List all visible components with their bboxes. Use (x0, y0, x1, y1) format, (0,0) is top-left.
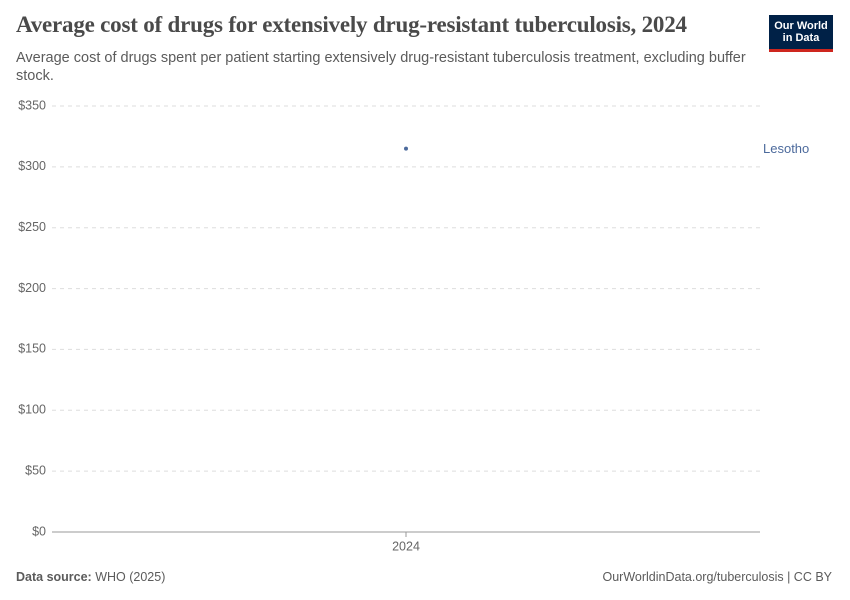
logo[interactable]: Our World in Data (769, 15, 833, 52)
source-label: Data source: (16, 570, 92, 584)
series-label: Lesotho (763, 141, 809, 156)
y-tick-label: $250 (18, 220, 46, 234)
footer-credit[interactable]: OurWorldinData.org/tuberculosis | CC BY (602, 570, 833, 584)
y-tick-label: $0 (32, 524, 46, 538)
x-tick-label: 2024 (392, 539, 420, 553)
y-tick-label: $300 (18, 159, 46, 173)
source[interactable]: WHO (2025) (95, 570, 166, 584)
y-tick-label: $350 (18, 98, 46, 112)
point (404, 146, 408, 151)
chart-title: Average cost of drugs for extensively dr… (16, 12, 687, 37)
y-tick-label: $50 (25, 463, 46, 477)
chart-subtitle: Average cost of drugs spent per patient … (16, 50, 746, 84)
y-tick-label: $100 (18, 403, 46, 417)
y-tick-label: $150 (18, 342, 46, 356)
logo-line: in Data (782, 32, 820, 44)
footer-source: Data source: WHO (2025) (16, 570, 165, 584)
logo-line: Our World (774, 20, 828, 32)
y-tick-label: $200 (18, 281, 46, 295)
